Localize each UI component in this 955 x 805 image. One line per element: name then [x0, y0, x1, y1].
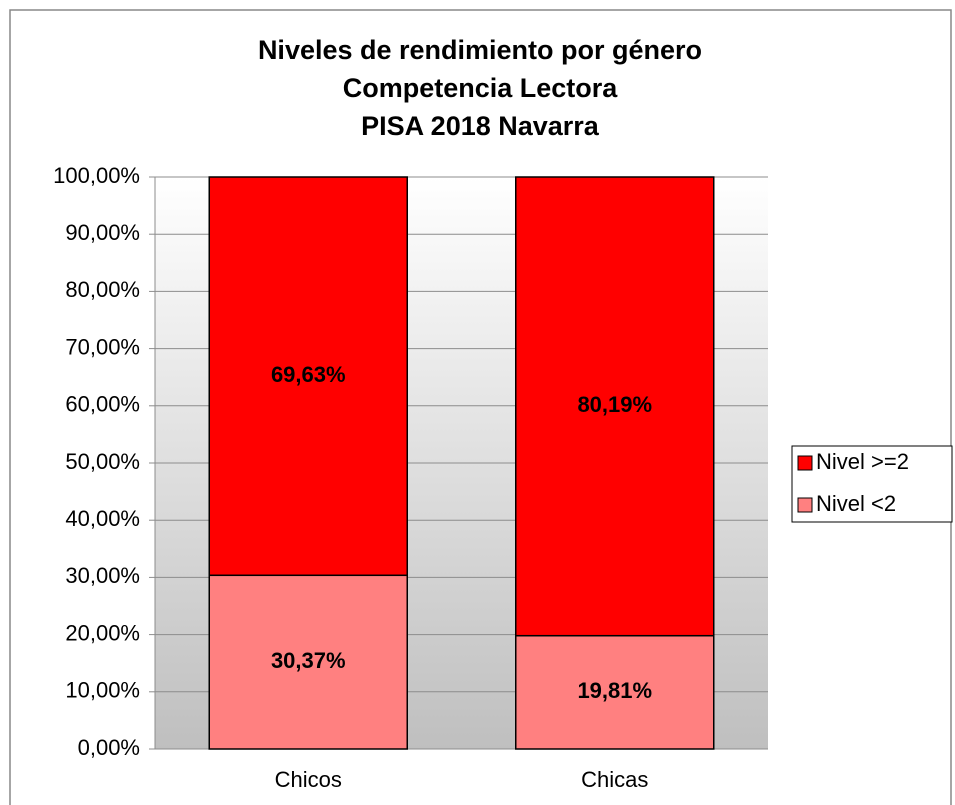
- y-tick-label: 70,00%: [65, 334, 140, 359]
- chart-title: Competencia Lectora: [343, 73, 619, 103]
- legend-box: [791, 445, 953, 523]
- data-label: 30,37%: [271, 648, 346, 673]
- bar-segment: [208, 176, 408, 577]
- y-tick-label: 50,00%: [65, 449, 140, 474]
- y-tick-label: 30,00%: [65, 563, 140, 588]
- x-tick-label: Chicos: [275, 767, 342, 792]
- y-tick-label: 40,00%: [65, 506, 140, 531]
- y-tick-label: 90,00%: [65, 220, 140, 245]
- y-tick-label: 60,00%: [65, 392, 140, 417]
- data-label: 19,81%: [577, 678, 652, 703]
- data-label: 80,19%: [577, 392, 652, 417]
- legend-label: Nivel >=2: [816, 449, 909, 474]
- bar-segment: [515, 634, 715, 750]
- x-tick-label: Chicas: [581, 767, 648, 792]
- y-tick-label: 80,00%: [65, 277, 140, 302]
- legend-swatch: [797, 455, 813, 471]
- y-tick-label: 0,00%: [78, 735, 140, 760]
- y-tick-label: 10,00%: [65, 678, 140, 703]
- y-tick-label: 100,00%: [53, 163, 140, 188]
- chart-title: Niveles de rendimiento por género: [258, 35, 702, 65]
- bar-segment: [208, 574, 408, 750]
- bar-segment: [515, 176, 715, 637]
- chart-title: PISA 2018 Navarra: [361, 111, 600, 141]
- y-tick-label: 20,00%: [65, 620, 140, 645]
- legend-label: Nivel <2: [816, 491, 896, 516]
- legend-swatch: [797, 497, 813, 513]
- data-label: 69,63%: [271, 362, 346, 387]
